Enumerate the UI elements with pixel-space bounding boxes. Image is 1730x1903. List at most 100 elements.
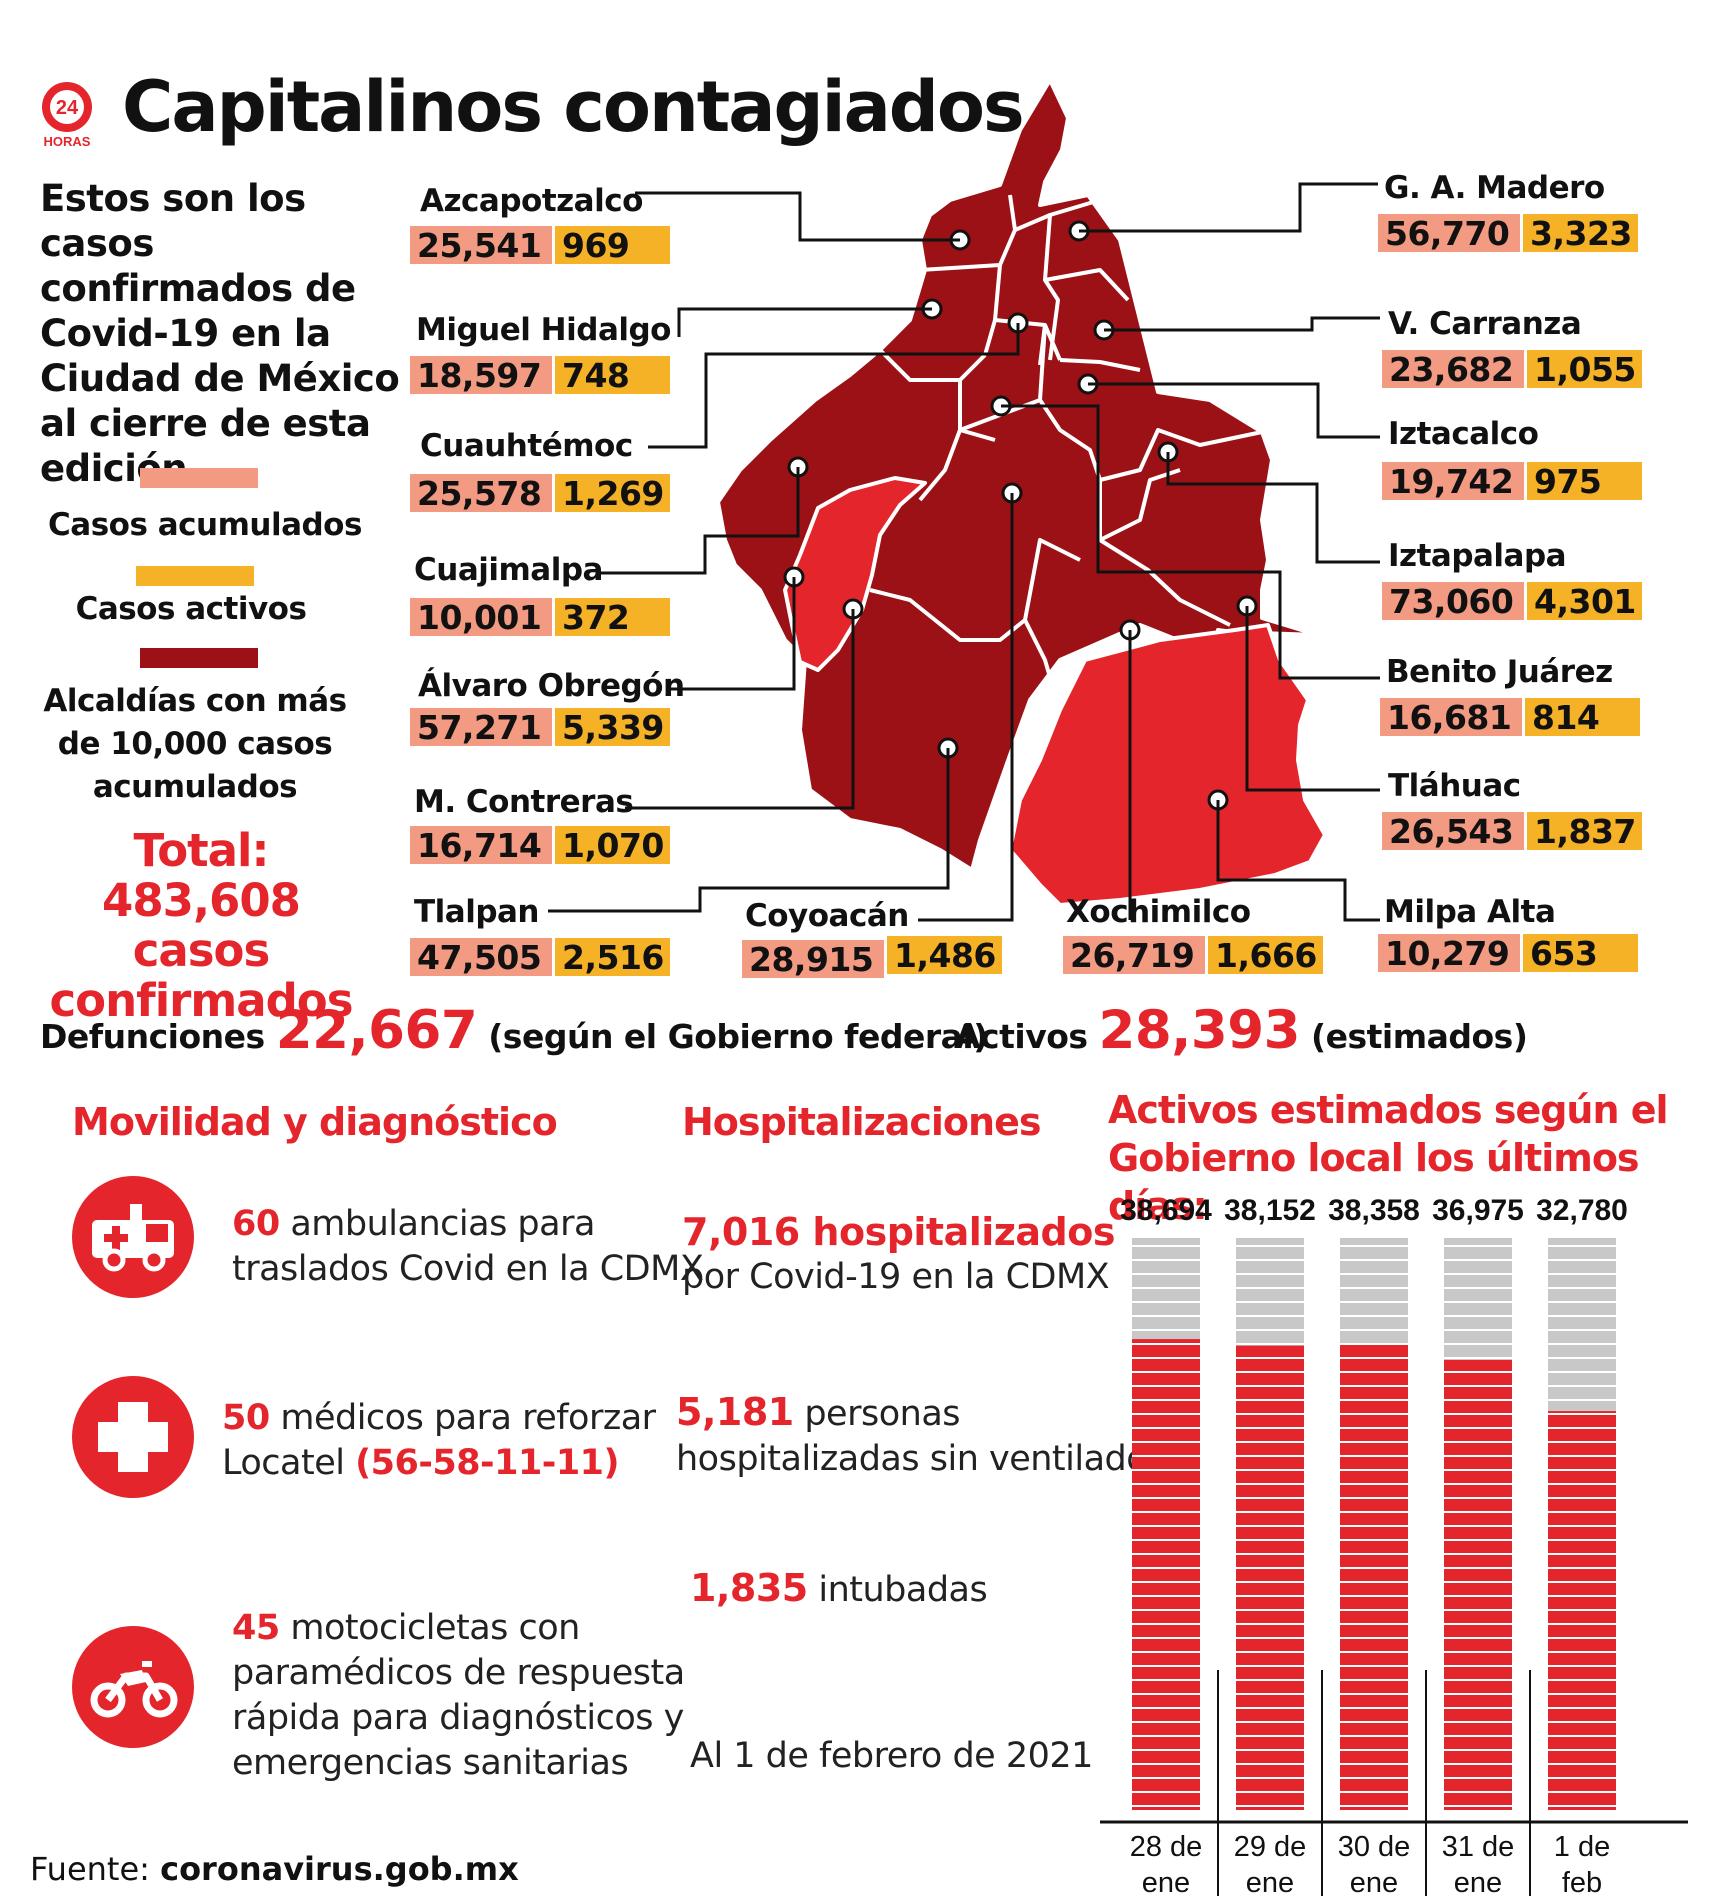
district-accumulated: 26,719 — [1063, 936, 1205, 975]
category-label: ene — [1350, 1867, 1398, 1899]
district-name: Tláhuac — [1388, 768, 1521, 804]
leader-cuajimalpa — [600, 467, 800, 575]
district-name: Iztapalapa — [1388, 538, 1567, 574]
district-name: Cuauhtémoc — [420, 428, 633, 464]
total-cases: Total: 483,608 casos confirmados — [49, 824, 354, 1027]
medical-cross-icon — [72, 1376, 194, 1498]
district-name: Coyoacán — [745, 898, 909, 934]
category-label: 31 de — [1442, 1831, 1515, 1863]
legend-accumulated-swatch — [140, 468, 258, 488]
leader-alvaro-obregon — [670, 577, 796, 691]
district-accumulated: 25,578 — [410, 474, 552, 513]
motorcycles-text: 45 motocicletas con paramédicos de respu… — [232, 1608, 685, 1783]
district-name: V. Carranza — [1388, 306, 1582, 342]
deaths-stat: Defunciones 22,667 (según el Gobierno fe… — [40, 1000, 988, 1061]
category-label: 29 de — [1234, 1831, 1307, 1863]
leader-tlahuac — [1245, 606, 1380, 792]
date-note: Al 1 de febrero de 2021 — [690, 1736, 1093, 1776]
district-accumulated: 25,541 — [410, 226, 552, 265]
page-title: Capitalinos contagiados — [122, 66, 1025, 148]
leader-iztapalapa — [1166, 452, 1380, 564]
district-active: 1,070 — [555, 826, 670, 865]
district-accumulated: 10,001 — [410, 598, 552, 637]
leader-miguel-hidalgo — [677, 307, 932, 337]
leader-cuauhtemoc — [648, 323, 1020, 449]
hospital-title: Hospitalizaciones — [682, 1100, 1041, 1144]
deaths-value: 22,667 — [275, 1000, 478, 1061]
district-active: 1,486 — [887, 936, 1002, 975]
leader-tlalpan — [548, 748, 950, 913]
leader-benito-juarez — [1001, 404, 1380, 680]
value-label: 38,152 — [1224, 1194, 1316, 1227]
district-accumulated: 57,271 — [410, 708, 552, 747]
value-label: 36,975 — [1432, 1194, 1524, 1227]
district-accumulated: 56,770 — [1378, 214, 1520, 253]
district-active: 1,055 — [1527, 350, 1642, 389]
motorcycle-icon — [72, 1626, 194, 1748]
district-name: Iztacalco — [1388, 416, 1539, 452]
district-accumulated: 28,915 — [742, 940, 884, 979]
district-name: Cuajimalpa — [414, 552, 603, 588]
doctors-text: 50 médicos para reforzar Locatel (56-58-… — [222, 1398, 656, 1483]
category-label: ene — [1454, 1867, 1502, 1899]
district-active: 5,339 — [555, 708, 670, 747]
district-accumulated: 19,742 — [1382, 462, 1524, 501]
value-label: 38,358 — [1328, 1194, 1420, 1227]
value-label: 38,694 — [1120, 1194, 1212, 1227]
category-label: 28 de — [1130, 1831, 1203, 1863]
category-label: ene — [1246, 1867, 1294, 1899]
svg-text:HORAS: HORAS — [44, 134, 91, 149]
category-label: ene — [1142, 1867, 1190, 1899]
brand-logo: 24 HORAS — [38, 80, 96, 152]
bar — [1132, 1339, 1200, 1810]
leader-v-carranza — [1104, 316, 1380, 332]
district-active: 372 — [555, 598, 670, 637]
legend-active-swatch — [136, 566, 254, 586]
ambulance-icon — [72, 1176, 194, 1298]
leader-milpa-alta — [1216, 800, 1380, 922]
map-dark-region — [716, 78, 1320, 872]
district-name: Benito Juárez — [1386, 654, 1613, 690]
district-name: M. Contreras — [414, 784, 634, 820]
district-active: 2,516 — [555, 938, 670, 977]
district-accumulated: 10,279 — [1378, 934, 1520, 973]
district-accumulated: 73,060 — [1382, 582, 1524, 621]
district-accumulated: 18,597 — [410, 356, 552, 395]
map-regions — [548, 78, 1380, 922]
intubated-text: 1,835 intubadas — [690, 1566, 988, 1610]
district-active: 975 — [1527, 462, 1642, 501]
value-label: 32,780 — [1536, 1194, 1628, 1227]
active-stat: Activos 28,393 (estimados) — [955, 1000, 1528, 1061]
district-accumulated: 16,714 — [410, 826, 552, 865]
district-name: Xochimilco — [1066, 894, 1251, 930]
district-name: Álvaro Obregón — [418, 668, 685, 704]
district-active: 653 — [1523, 934, 1638, 973]
category-label: 30 de — [1338, 1831, 1411, 1863]
leader-azcapotzalco — [635, 191, 960, 242]
map-milpa-alta — [1008, 623, 1327, 907]
leader-m-contreras — [625, 609, 855, 810]
district-accumulated: 47,505 — [410, 938, 552, 977]
district-name: Tlalpan — [414, 894, 540, 930]
district-active: 748 — [555, 356, 670, 395]
source: Fuente: coronavirus.gob.mx — [30, 1850, 519, 1888]
intro-text: Estos son los casos confirmados de Covid… — [40, 177, 400, 490]
category-label: feb — [1562, 1867, 1602, 1899]
hospitalized-text: 7,016 hospitalizados por Covid-19 en la … — [682, 1210, 1115, 1297]
district-active: 1,837 — [1527, 812, 1642, 851]
district-active: 1,269 — [555, 474, 670, 513]
district-name: Miguel Hidalgo — [416, 312, 671, 348]
active-cases-chart: 38,694 28 de ene 38,152 29 de ene 38,358 30 de e… — [1100, 1194, 1688, 1899]
active-value: 28,393 — [1098, 1000, 1301, 1061]
district-accumulated: 16,681 — [1380, 698, 1522, 737]
ambulance-text: 60 ambulancias para traslados Covid en l… — [232, 1204, 704, 1289]
leader-iztacalco — [1088, 382, 1380, 439]
legend-accumulated-label: Casos acumulados — [48, 507, 362, 543]
district-active: 3,323 — [1523, 214, 1638, 253]
locatel-phone: (56-58-11-11) — [355, 1443, 620, 1483]
mobility-title: Movilidad y diagnóstico — [72, 1100, 558, 1144]
district-name: Azcapotzalco — [420, 183, 643, 219]
svg-text:24: 24 — [56, 97, 79, 119]
no-ventilator-text: 5,181 personas hospitalizadas sin ventil… — [676, 1390, 1162, 1479]
district-name: G. A. Madero — [1384, 170, 1605, 206]
